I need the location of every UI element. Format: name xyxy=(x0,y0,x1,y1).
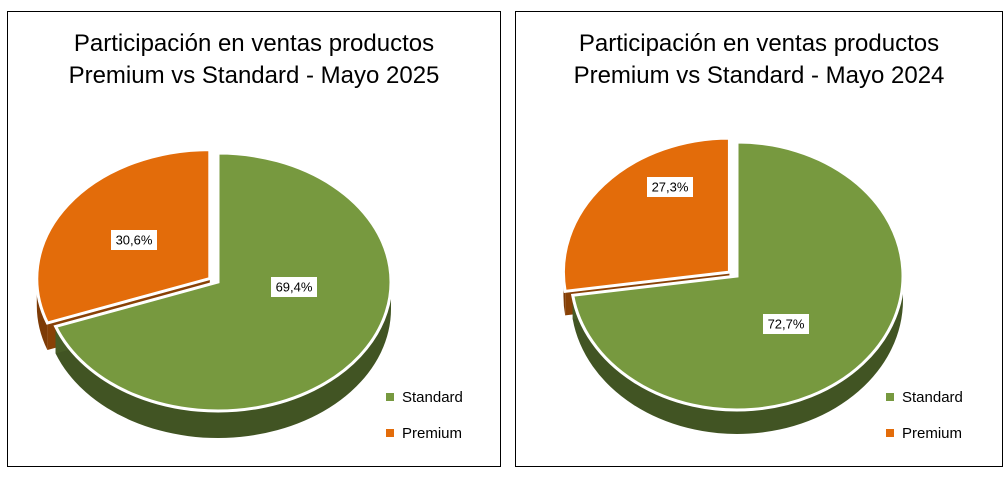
pie-chart-2024: 72,7% 27,3% xyxy=(561,136,905,434)
data-label-premium: 30,6% xyxy=(116,233,153,248)
legend: Standard Premium xyxy=(886,388,963,460)
pie-chart-2025: 69,4% 30,6% xyxy=(35,148,393,438)
legend-item-premium: Premium xyxy=(386,424,463,442)
data-label-box-standard xyxy=(763,314,809,334)
legend: Standard Premium xyxy=(386,388,463,460)
pie-wall-standard xyxy=(572,276,903,434)
data-label-standard: 72,7% xyxy=(768,317,805,332)
data-label-premium: 27,3% xyxy=(652,180,689,195)
legend-item-standard: Standard xyxy=(886,388,963,406)
chart-title: Participación en ventas productos Premiu… xyxy=(516,28,1002,92)
legend-label-standard: Standard xyxy=(402,388,463,406)
chart-title-line-1: Participación en ventas productos xyxy=(578,30,940,57)
legend-label-standard: Standard xyxy=(902,388,963,406)
legend-swatch-premium xyxy=(886,429,894,437)
data-label-box-premium xyxy=(647,177,693,197)
data-label-standard: 69,4% xyxy=(276,280,313,295)
legend-swatch-premium xyxy=(386,429,394,437)
legend-swatch-standard xyxy=(886,393,894,401)
legend-swatch-standard xyxy=(386,393,394,401)
chart-panel-2025: Participación en ventas productos Premiu… xyxy=(7,11,501,467)
chart-title: Participación en ventas productos Premiu… xyxy=(8,28,500,92)
legend-item-standard: Standard xyxy=(386,388,463,406)
legend-label-premium: Premium xyxy=(902,424,963,442)
pie-slice-premium xyxy=(561,136,731,294)
pie-slice-standard xyxy=(570,140,905,412)
chart-panel-2024: Participación en ventas productos Premiu… xyxy=(515,11,1003,467)
pie-wall-standard xyxy=(55,282,392,438)
chart-title-line-2: Premium vs Standard - Mayo 2024 xyxy=(573,62,945,89)
chart-title-line-2: Premium vs Standard - Mayo 2025 xyxy=(68,62,440,89)
data-label-box-standard xyxy=(271,277,317,297)
data-label-box-premium xyxy=(111,230,157,250)
pie-slice-standard xyxy=(53,151,393,413)
legend-label-premium: Premium xyxy=(402,424,463,442)
chart-title-line-1: Participación en ventas productos xyxy=(73,30,435,57)
legend-item-premium: Premium xyxy=(886,424,963,442)
